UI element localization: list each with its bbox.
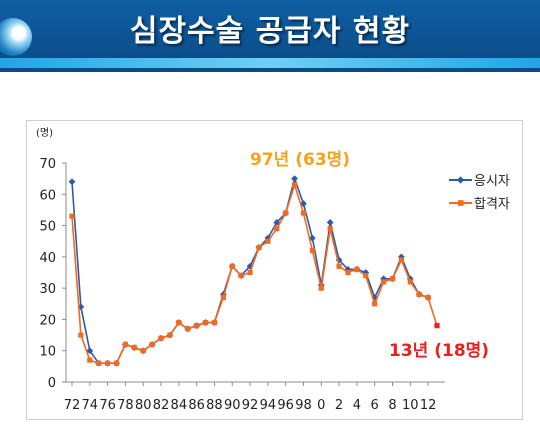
x-tick-label: 84 [171,398,188,413]
x-tick-label: 78 [117,398,134,413]
x-tick-label: 74 [82,398,99,413]
series-2-point [372,301,378,307]
legend-label-1: 응시자 [474,174,510,189]
series-2-point [354,266,360,272]
x-tick-label: 8 [388,398,396,413]
series-1-point [291,175,298,183]
globe-logo-icon [0,18,32,56]
y-tick-label: 50 [39,220,56,235]
x-tick-label: 98 [295,398,312,413]
x-tick-label: 76 [99,398,116,413]
title-bar: 심장수술 공급자 현황 [0,0,540,72]
series-1-point [86,347,94,355]
chart-frame [26,120,523,420]
series-2-point [425,294,431,301]
x-tick-label: 90 [224,398,241,413]
x-tick-label: 86 [188,398,205,413]
series-line-2 [71,182,438,364]
legend-marker-2 [458,200,464,206]
page-title: 심장수술 공급자 현황 [129,14,411,49]
x-tick-label: 82 [153,398,170,413]
series-2-point [194,323,200,329]
series-2-point [122,341,129,348]
series-2-point [96,360,102,366]
series-2-point [309,248,315,254]
series-2-point [398,257,404,263]
series-1-point [273,219,281,226]
x-tick-label: 72 [64,398,81,413]
x-tick-label: 92 [242,398,259,413]
series-2-point [176,319,182,326]
header-accent-band [0,58,540,68]
x-tick-label: 4 [353,398,361,413]
series-2-point [363,273,369,279]
y-tick-label: 20 [39,313,56,328]
y-tick-label: 10 [39,345,56,360]
series-2-point [274,226,280,232]
series-2-point [247,269,253,276]
series-2-point [229,263,235,269]
series-2-point [113,360,120,366]
series-2-point [256,244,262,251]
series-2-point [416,291,422,297]
series-2-point [291,182,298,188]
x-tick-label: 0 [317,398,325,413]
series-2-point [167,332,173,338]
series-1-point [308,234,316,242]
x-tick-label: 10 [402,398,419,413]
series-2-point [434,323,440,329]
series-2-point [407,279,413,285]
legend-marker-1 [456,176,465,184]
series-2-point [336,263,342,269]
y-tick-label: 30 [39,282,56,297]
series-2-point [140,348,146,354]
series-2-point [238,273,244,279]
series-2-point [380,279,387,285]
x-tick-label: 80 [135,398,152,413]
series-2-point [389,276,396,282]
series-2-point [69,213,75,219]
annotation-13: 13년 (18명) [389,341,489,361]
series-1-point [68,178,76,186]
series-2-point [87,357,93,363]
series-2-point [220,294,226,301]
y-tick-label: 40 [39,251,56,266]
series-2-point [327,226,333,232]
x-tick-label: 12 [420,398,437,413]
series-2-point [265,238,271,244]
y-tick-label: 60 [39,188,56,203]
series-2-point [78,332,84,338]
series-2-point [202,319,209,326]
series-2-point [283,210,289,216]
y-unit-label: (명) [36,127,53,139]
series-2-point [345,269,351,276]
series-2-point [158,335,164,341]
series-2-point [185,326,191,332]
x-tick-label: 2 [335,398,343,413]
y-tick-label: 0 [48,376,56,391]
series-2-point [318,285,324,291]
annotation-peak-97: 97년 (63명) [250,150,350,170]
x-tick-label: 94 [260,398,277,413]
x-tick-label: 6 [371,398,379,413]
x-tick-label: 88 [206,398,223,413]
x-tick-label: 96 [277,398,294,413]
series-2-point [300,210,307,216]
series-2-point [149,341,155,348]
series-1-point [326,219,334,226]
series-2-point [211,319,218,326]
legend-label-2: 합격자 [474,197,510,212]
series-2-point [131,344,137,351]
series-2-point [105,360,111,366]
y-tick-label: 70 [39,157,56,172]
